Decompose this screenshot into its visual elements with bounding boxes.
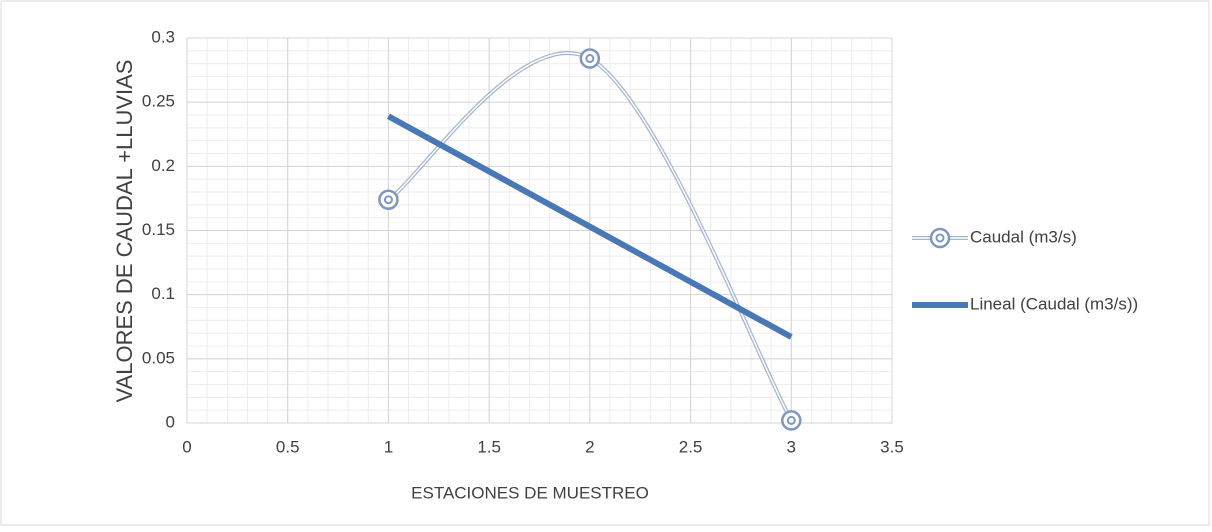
- plot: [378, 48, 802, 431]
- marker-inner: [383, 195, 393, 205]
- legend-label: Lineal (Caudal (m3/s)): [970, 294, 1138, 313]
- legend-label: Caudal (m3/s): [970, 227, 1077, 246]
- x-tick-label: 1: [384, 437, 393, 456]
- x-tick-label: 0: [182, 437, 191, 456]
- marker: [781, 410, 802, 431]
- x-tick-label: 3: [787, 437, 796, 456]
- y-tick-label: 0.25: [142, 92, 175, 111]
- y-tick-label: 0.1: [151, 284, 175, 303]
- trend-line: [386, 113, 793, 340]
- marker: [579, 48, 601, 69]
- y-axis-label: VALORES DE CAUDAL +LLUVIAS: [112, 60, 137, 403]
- y-tick-label: 0.3: [151, 27, 175, 46]
- x-tick-label: 3.5: [880, 437, 904, 456]
- y-tick-label: 0.05: [142, 348, 175, 367]
- x-tick-label: 2.5: [679, 437, 703, 456]
- x-tick-label: 0.5: [276, 437, 300, 456]
- marker-inner: [786, 415, 796, 425]
- legend-marker: [929, 227, 951, 249]
- marker: [378, 189, 399, 210]
- x-tick-label: 2: [585, 437, 594, 456]
- x-axis-label: ESTACIONES DE MUESTREO: [411, 483, 649, 502]
- y-tick-label: 0.15: [142, 220, 175, 239]
- y-tick-label: 0: [166, 412, 175, 431]
- marker-inner: [585, 54, 595, 64]
- x-tick-label: 1.5: [477, 437, 501, 456]
- grid: [186, 37, 893, 424]
- y-tick-label: 0.2: [151, 156, 175, 175]
- legend-marker-inner: [935, 233, 945, 243]
